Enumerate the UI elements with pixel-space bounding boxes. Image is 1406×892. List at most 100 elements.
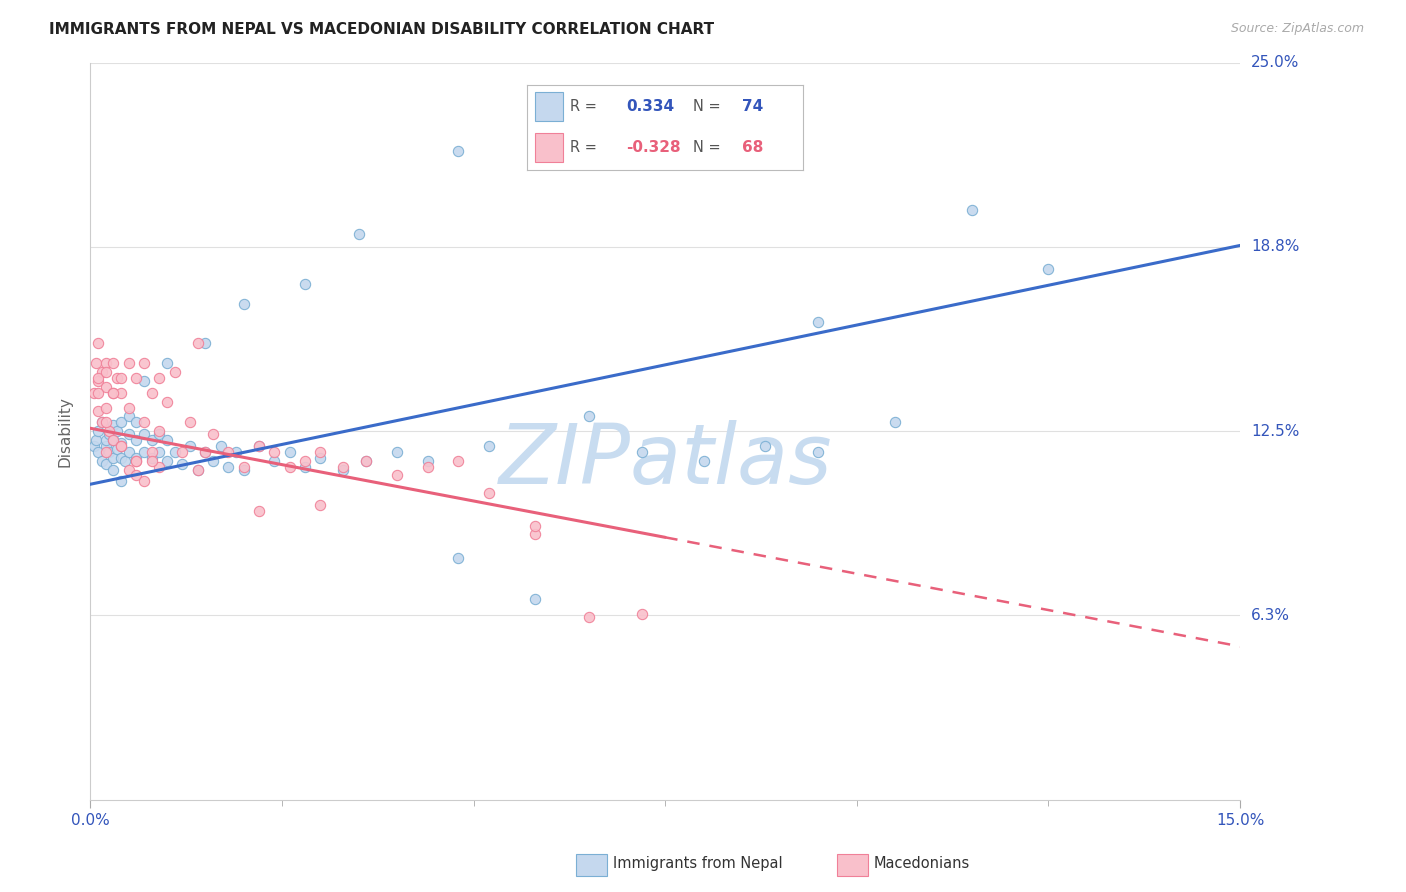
Point	[90, 415, 112, 429]
Point	[87, 445, 110, 459]
Point	[247, 439, 270, 453]
Point	[110, 415, 132, 429]
Point	[217, 445, 239, 459]
Point	[132, 475, 155, 489]
Point	[105, 371, 128, 385]
Point	[217, 459, 239, 474]
Point	[94, 439, 117, 453]
Point	[94, 365, 117, 379]
Point	[225, 445, 247, 459]
Point	[117, 409, 139, 424]
Point	[187, 462, 209, 476]
Point	[385, 445, 408, 459]
Point	[117, 401, 139, 415]
Text: 25.0%: 25.0%	[1251, 55, 1299, 70]
Point	[103, 450, 125, 465]
Point	[194, 335, 217, 350]
Point	[110, 450, 132, 465]
Point	[103, 356, 125, 370]
Point	[194, 445, 217, 459]
Point	[117, 356, 139, 370]
Point	[416, 459, 439, 474]
Point	[86, 433, 108, 447]
Point	[232, 459, 254, 474]
Text: Source: ZipAtlas.com: Source: ZipAtlas.com	[1230, 22, 1364, 36]
Point	[960, 202, 983, 217]
Point	[263, 445, 285, 459]
Point	[156, 453, 179, 467]
Point	[148, 445, 170, 459]
Point	[754, 439, 776, 453]
Point	[132, 427, 155, 442]
Text: 6.3%: 6.3%	[1251, 608, 1291, 623]
Point	[478, 439, 501, 453]
Point	[90, 453, 112, 467]
Point	[132, 445, 155, 459]
Point	[692, 453, 714, 467]
Point	[110, 385, 132, 400]
Point	[90, 365, 112, 379]
Point	[94, 457, 117, 471]
Point	[105, 442, 128, 456]
Point	[179, 415, 201, 429]
Point	[172, 445, 194, 459]
Point	[110, 439, 132, 453]
Point	[125, 433, 148, 447]
Point	[294, 459, 316, 474]
Point	[179, 439, 201, 453]
Point	[103, 385, 125, 400]
Point	[187, 462, 209, 476]
Point	[201, 453, 224, 467]
Point	[132, 374, 155, 388]
Point	[110, 439, 132, 453]
Point	[141, 433, 163, 447]
Point	[385, 468, 408, 483]
Text: IMMIGRANTS FROM NEPAL VS MACEDONIAN DISABILITY CORRELATION CHART: IMMIGRANTS FROM NEPAL VS MACEDONIAN DISA…	[49, 22, 714, 37]
Point	[125, 371, 148, 385]
Point	[110, 371, 132, 385]
Point	[110, 436, 132, 450]
Point	[332, 459, 354, 474]
Point	[263, 453, 285, 467]
Point	[87, 374, 110, 388]
Point	[523, 592, 546, 607]
Point	[232, 297, 254, 311]
Point	[163, 445, 186, 459]
Point	[578, 409, 600, 424]
Point	[94, 415, 117, 429]
Text: 12.5%: 12.5%	[1251, 424, 1299, 439]
Point	[87, 385, 110, 400]
Text: ZIPatlas: ZIPatlas	[498, 420, 832, 501]
Point	[278, 445, 301, 459]
Point	[141, 450, 163, 465]
Point	[117, 462, 139, 476]
Point	[105, 424, 128, 438]
Point	[83, 439, 105, 453]
Text: Immigrants from Nepal: Immigrants from Nepal	[613, 856, 783, 871]
Point	[103, 418, 125, 433]
Point	[156, 433, 179, 447]
Point	[523, 518, 546, 533]
Point	[132, 356, 155, 370]
Point	[354, 453, 377, 467]
Point	[447, 144, 470, 158]
Point	[87, 335, 110, 350]
Point	[90, 415, 112, 429]
Point	[141, 445, 163, 459]
Point	[87, 424, 110, 438]
Point	[94, 445, 117, 459]
Point	[332, 462, 354, 476]
Point	[347, 227, 370, 241]
Point	[87, 403, 110, 417]
Point	[884, 415, 907, 429]
Point	[125, 468, 148, 483]
Point	[117, 427, 139, 442]
Text: Macedonians: Macedonians	[873, 856, 969, 871]
Point	[631, 445, 654, 459]
Point	[523, 527, 546, 541]
Point	[232, 462, 254, 476]
Point	[148, 427, 170, 442]
Point	[309, 445, 332, 459]
Point	[294, 453, 316, 467]
Point	[278, 459, 301, 474]
